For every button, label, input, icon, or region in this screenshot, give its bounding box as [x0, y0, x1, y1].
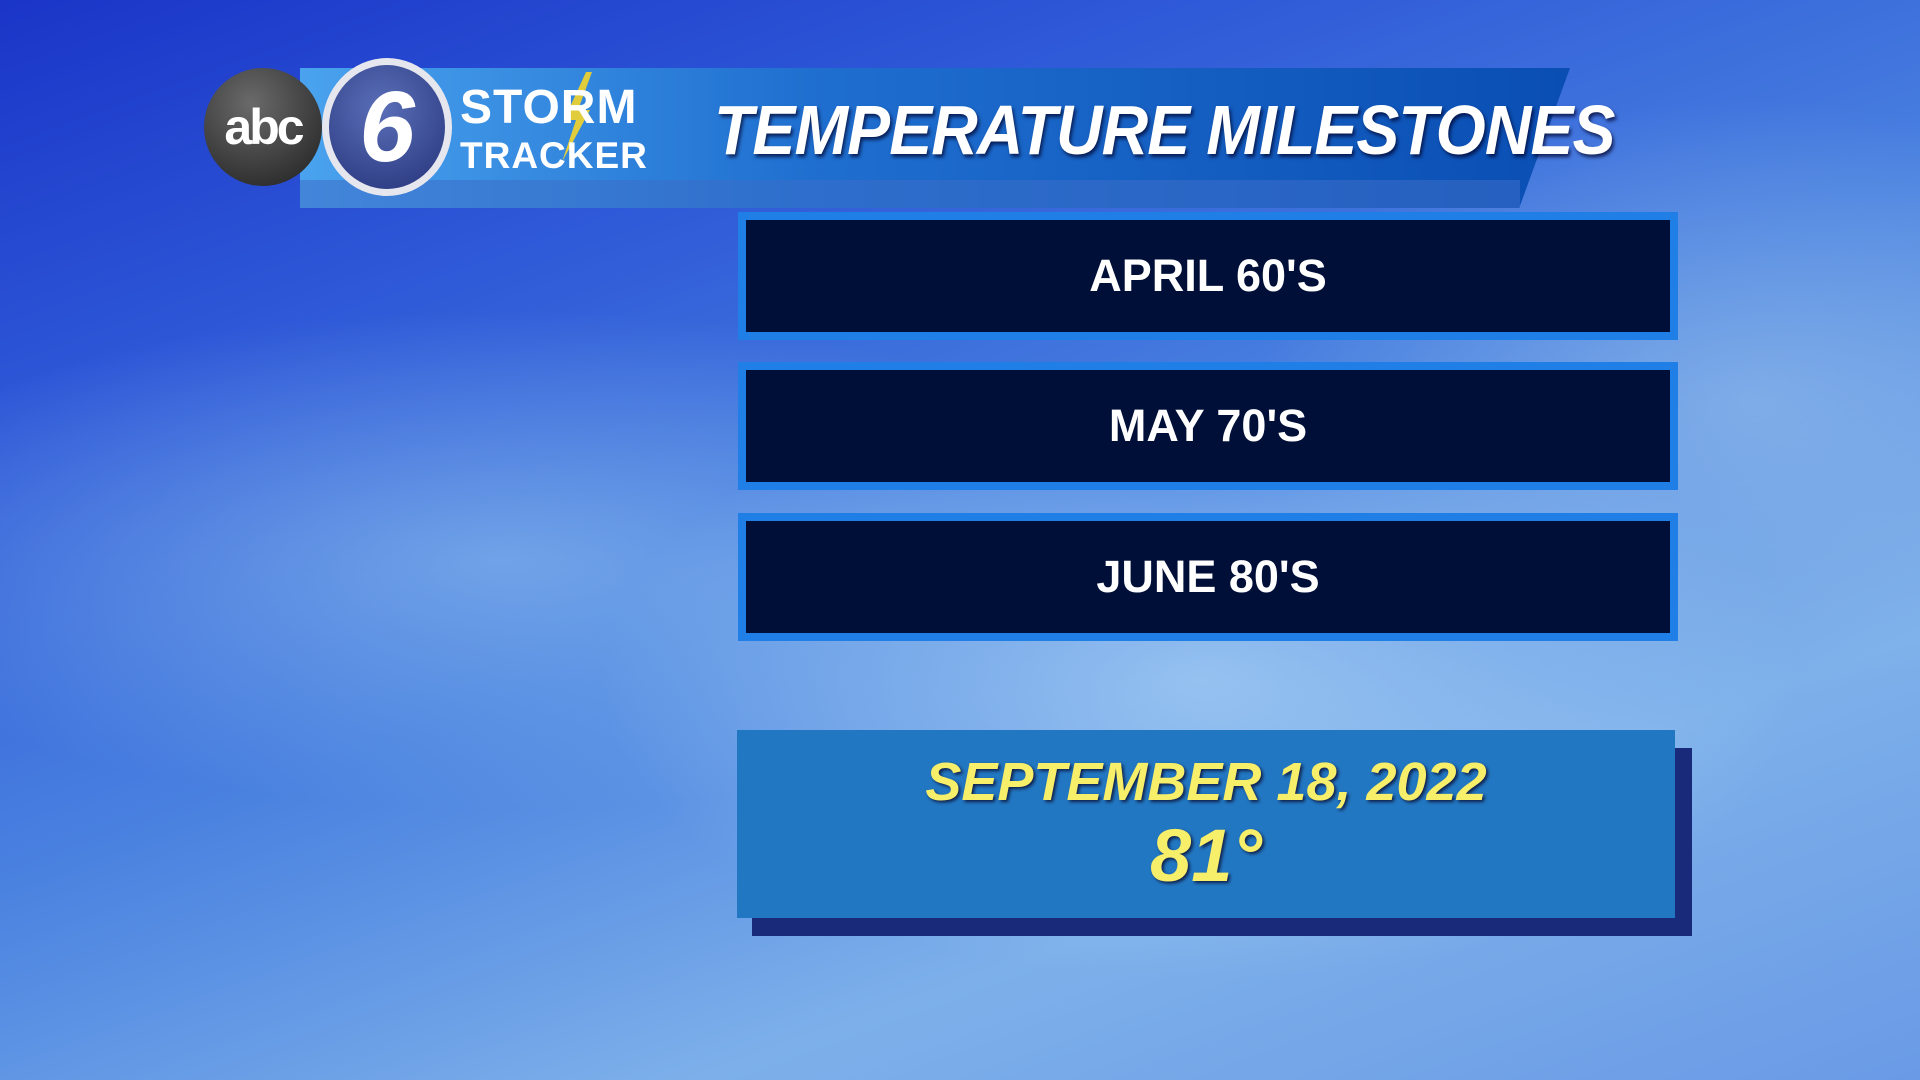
lightning-bolt-icon — [562, 72, 592, 162]
logo-tracker-text: TRACKER — [460, 135, 648, 176]
record-temperature: 81° — [1150, 814, 1262, 897]
page-title: TEMPERATURE MILESTONES — [714, 91, 1615, 169]
milestone-june: JUNE 80'S — [738, 513, 1678, 641]
header-banner-underlay — [300, 180, 1520, 208]
abc-logo: abc — [204, 68, 322, 186]
channel-6-logo: 6 — [322, 58, 452, 196]
record-box: SEPTEMBER 18, 2022 81° — [737, 730, 1675, 918]
logo-storm-text: STORM — [460, 81, 638, 134]
record-date: SEPTEMBER 18, 2022 — [925, 752, 1487, 812]
milestone-april: APRIL 60'S — [738, 212, 1678, 340]
milestone-may: MAY 70'S — [738, 362, 1678, 490]
